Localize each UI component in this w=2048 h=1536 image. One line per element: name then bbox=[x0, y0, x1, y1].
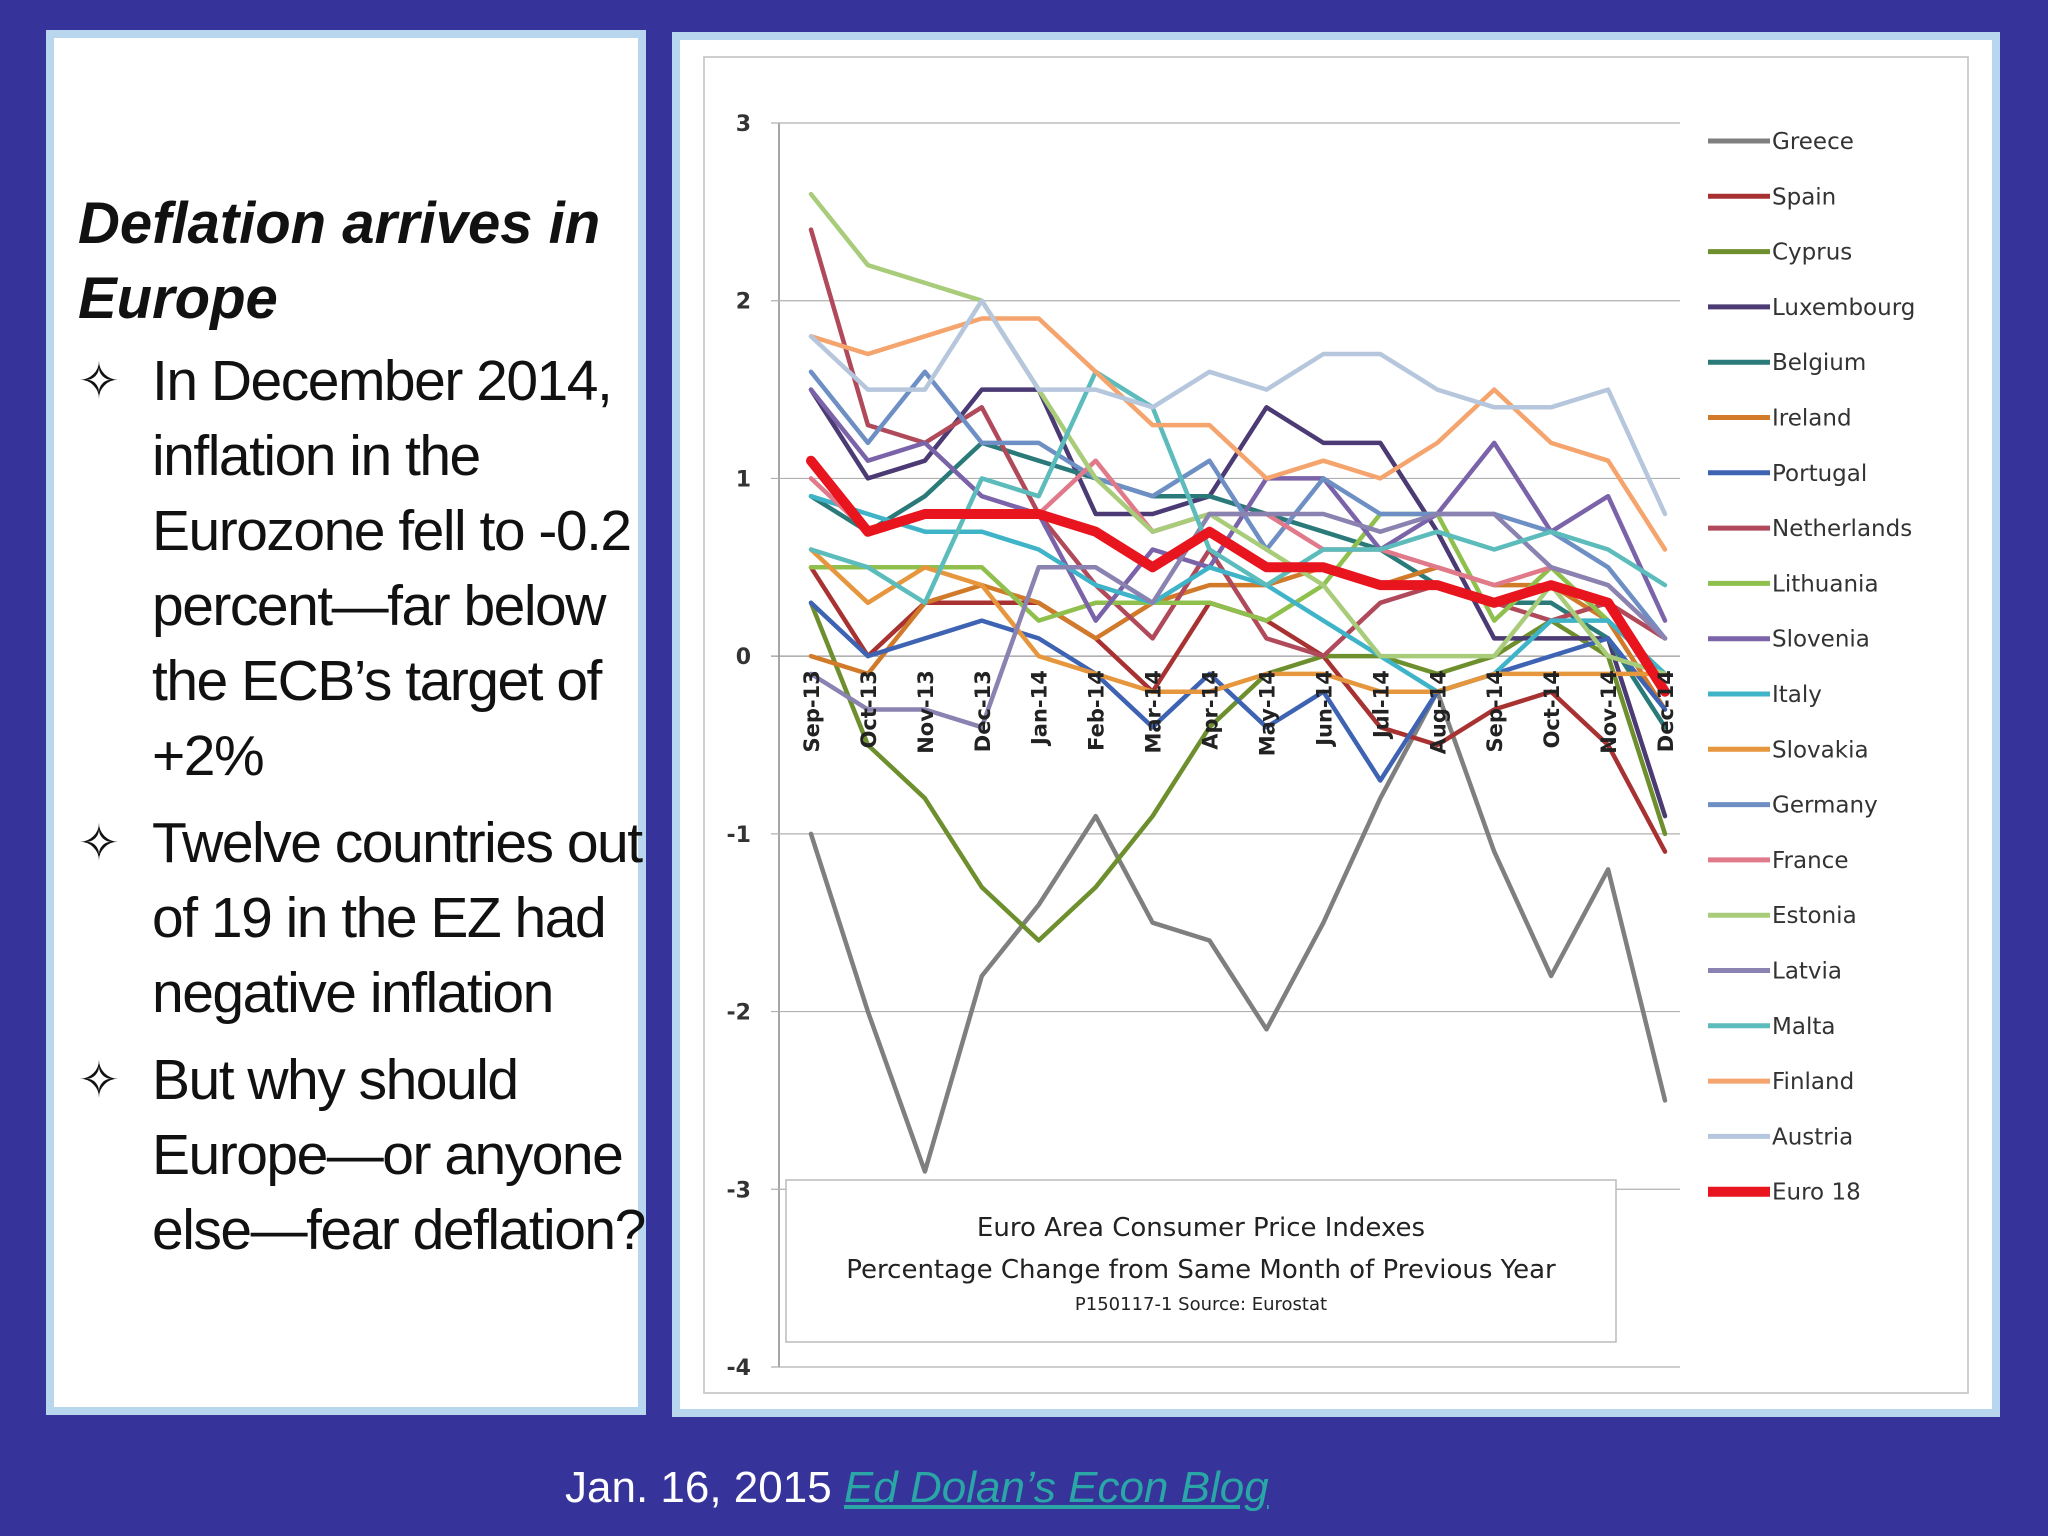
x-tick-labels: Sep-13 Oct-13 Nov-13 Dec-13 Jan-14 Feb-14 Mar-… bbox=[800, 670, 1678, 756]
y-tick-label: -3 bbox=[727, 1178, 751, 1203]
series-line-euro-18 bbox=[806, 455, 1670, 697]
legend-label: Italy bbox=[1772, 682, 1822, 708]
legend: Greece Spain Cyprus Luxembourg Belgium Irelan… bbox=[1708, 129, 1915, 1206]
four-point-star-icon: ✧ bbox=[78, 1051, 120, 1109]
bullet-item: ✧ In December 2014, inflation in the Euro… bbox=[78, 344, 648, 794]
legend-label: Luxembourg bbox=[1772, 295, 1915, 321]
x-tick-label: Feb-14 bbox=[1085, 670, 1109, 751]
x-tick-label: Mar-14 bbox=[1142, 670, 1166, 753]
bullet-text: Twelve countries out of 19 in the EZ had… bbox=[152, 811, 643, 1025]
series-line-portugal bbox=[808, 600, 1668, 783]
axis-ticks: 3 2 1 0 -1 -2 -3 -4 bbox=[727, 112, 751, 1381]
series-line-finland bbox=[808, 316, 1668, 552]
x-tick-label: Dec-14 bbox=[1654, 670, 1678, 752]
series-line-slovenia bbox=[808, 387, 1668, 623]
y-tick-label: -1 bbox=[727, 823, 751, 848]
chart-subtitle: Percentage Change from Same Month of Pre… bbox=[846, 1255, 1556, 1285]
series-line-italy bbox=[808, 493, 1668, 694]
x-tick-label: May-14 bbox=[1255, 670, 1279, 756]
bullet-list: ✧ In December 2014, inflation in the Euro… bbox=[78, 344, 648, 1280]
bullet-item: ✧ Twelve countries out of 19 in the EZ ha… bbox=[78, 806, 648, 1031]
blog-link[interactable]: Ed Dolan’s Econ Blog bbox=[843, 1463, 1269, 1512]
series-line-greece bbox=[808, 689, 1668, 1174]
legend-label: Austria bbox=[1772, 1124, 1853, 1150]
x-tick-label: Sep-14 bbox=[1483, 670, 1507, 752]
legend-label: Slovakia bbox=[1772, 737, 1869, 763]
legend-label: Spain bbox=[1772, 184, 1836, 210]
chart-title: Euro Area Consumer Price Indexes bbox=[977, 1213, 1425, 1243]
legend-label: Finland bbox=[1772, 1069, 1854, 1095]
footer-date: Jan. 16, 2015 bbox=[565, 1463, 832, 1512]
legend-label: Euro 18 bbox=[1772, 1180, 1861, 1206]
legend-label: Estonia bbox=[1772, 903, 1857, 929]
text-panel: Deflation arrives in Europe ✧ In December… bbox=[46, 30, 646, 1415]
y-tick-label: 3 bbox=[736, 112, 751, 137]
x-tick-label: Oct-13 bbox=[857, 670, 881, 748]
legend-label: Cyprus bbox=[1772, 240, 1852, 266]
y-tick-label: 2 bbox=[736, 290, 751, 315]
title-box-border bbox=[785, 1179, 1617, 1343]
x-tick-label: Jan-14 bbox=[1028, 670, 1052, 747]
four-point-star-icon: ✧ bbox=[78, 352, 120, 410]
legend-label: Ireland bbox=[1772, 406, 1852, 432]
chart-title-box: Euro Area Consumer Price Indexes Percent… bbox=[785, 1179, 1617, 1343]
legend-label: Latvia bbox=[1772, 959, 1842, 985]
y-tick-label: 1 bbox=[736, 467, 751, 492]
y-tick-label: -4 bbox=[727, 1356, 751, 1381]
x-tick-label: Jun-14 bbox=[1312, 670, 1336, 748]
x-tick-label: Dec-13 bbox=[971, 670, 995, 752]
cpi-line-chart: 3 2 1 0 -1 -2 -3 -4 Sep-13 Oct-13 Nov-13 Dec-13 Jan… bbox=[703, 56, 1969, 1394]
bullet-text: In December 2014, inflation in the Euroz… bbox=[152, 349, 632, 788]
x-tick-label: Nov-13 bbox=[914, 670, 938, 754]
legend-label: Greece bbox=[1772, 129, 1854, 155]
slide-title: Deflation arrives in Europe bbox=[78, 191, 601, 331]
gridlines bbox=[771, 122, 1680, 1368]
series-line-ireland bbox=[808, 565, 1668, 712]
series-line-austria bbox=[808, 298, 1668, 517]
series-line-estonia bbox=[808, 191, 1668, 677]
series-line-germany bbox=[808, 369, 1668, 641]
chart-source: P150117-1 Source: Eurostat bbox=[1075, 1294, 1327, 1315]
series-line-slovakia bbox=[808, 547, 1668, 694]
y-tick-label: 0 bbox=[736, 645, 751, 670]
x-tick-label: Sep-13 bbox=[800, 670, 824, 752]
chart-panel: 3 2 1 0 -1 -2 -3 -4 Sep-13 Oct-13 Nov-13 Dec-13 Jan… bbox=[672, 32, 2000, 1417]
four-point-star-icon: ✧ bbox=[78, 814, 120, 872]
legend-label: Portugal bbox=[1772, 461, 1867, 487]
legend-label: Lithuania bbox=[1772, 571, 1879, 597]
x-tick-label: Nov-14 bbox=[1597, 670, 1621, 754]
legend-label: Malta bbox=[1772, 1014, 1835, 1040]
series-line-malta bbox=[808, 369, 1668, 606]
x-tick-label: Apr-14 bbox=[1199, 670, 1223, 750]
series-lines bbox=[806, 191, 1670, 1174]
legend-label: Belgium bbox=[1772, 350, 1866, 376]
bullet-text: But why should Europe—or anyone else—fea… bbox=[152, 1048, 646, 1262]
bullet-item: ✧ But why should Europe—or anyone else—fe… bbox=[78, 1043, 648, 1268]
footer: Jan. 16, 2015 Ed Dolan’s Econ Blog bbox=[565, 1463, 1269, 1513]
legend-label: Slovenia bbox=[1772, 627, 1870, 653]
series-line-netherlands bbox=[808, 227, 1668, 659]
legend-label: Netherlands bbox=[1772, 516, 1912, 542]
x-tick-label: Jul-14 bbox=[1369, 670, 1393, 740]
x-tick-label: Oct-14 bbox=[1540, 670, 1564, 748]
legend-label: Germany bbox=[1772, 793, 1878, 819]
x-tick-label: Aug-14 bbox=[1426, 670, 1450, 754]
y-tick-label: -2 bbox=[727, 1001, 751, 1026]
legend-label: France bbox=[1772, 848, 1848, 874]
